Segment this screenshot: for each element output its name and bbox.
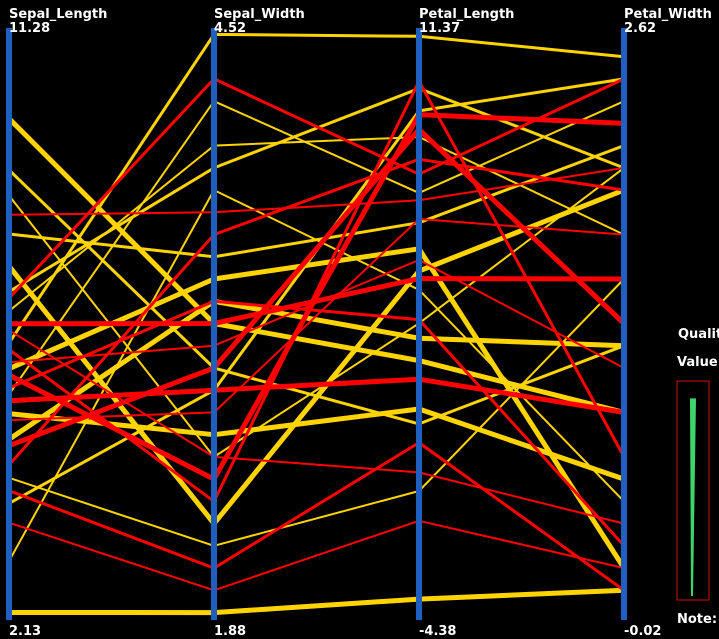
axis-max-label: 2.62 [624, 21, 656, 36]
data-line [8, 79, 626, 503]
axis-name: Petal_Width [624, 7, 712, 22]
data-line [8, 376, 625, 415]
note-label: Note: [677, 612, 718, 627]
axis-max-label: 11.37 [419, 21, 460, 36]
axis-max-label: 4.52 [214, 21, 246, 36]
axis-min-label: -0.02 [624, 624, 661, 639]
axis-min-label: 2.13 [9, 624, 41, 639]
axis-name: Sepal_Width [214, 7, 305, 22]
axes [6, 28, 627, 620]
axis-min-label: -4.38 [419, 624, 456, 639]
quality-gauge [676, 380, 710, 601]
value-label: Value [677, 355, 718, 370]
data-line [8, 166, 625, 216]
axis-min-label: 1.88 [214, 624, 246, 639]
data-line [8, 329, 625, 525]
quality-label: Qualit [678, 327, 719, 342]
data-line [7, 298, 625, 442]
data-line [8, 278, 625, 547]
data-line [8, 127, 626, 449]
axis-name: Sepal_Length [9, 7, 107, 22]
quality-gauge-fill [690, 398, 696, 596]
data-line [8, 276, 625, 327]
data-line [8, 587, 625, 616]
axis-max-label: 11.28 [9, 21, 50, 36]
axis-name: Petal_Length [419, 7, 514, 22]
data-line [7, 116, 625, 415]
data-line [8, 519, 625, 592]
quality-gauge-frame [676, 380, 710, 601]
data-line [8, 441, 625, 592]
data-line [7, 157, 625, 466]
data-line [8, 100, 625, 395]
data-line [8, 299, 626, 547]
data-lines [7, 32, 627, 616]
data-line [7, 77, 625, 300]
